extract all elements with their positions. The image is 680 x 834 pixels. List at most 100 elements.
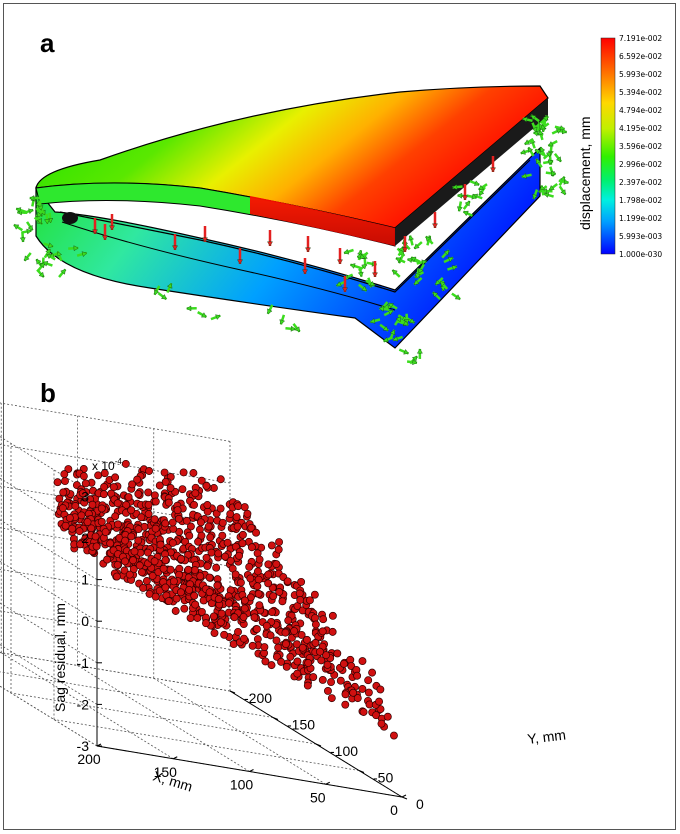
scatter-point: [255, 601, 264, 610]
support-arrow: [545, 170, 557, 177]
support-arrow: [383, 336, 394, 343]
scatter-point: [204, 522, 213, 531]
y-tick: [229, 690, 236, 694]
scatter-point: [358, 685, 367, 693]
scatter-point: [101, 528, 110, 536]
colorbar-tick-label: 4.794e-002: [619, 106, 662, 115]
grid-line: [0, 436, 98, 497]
scatter-point: [129, 556, 138, 565]
scatter-point: [304, 659, 313, 667]
scatter-point: [233, 522, 242, 531]
support-arrow: [534, 148, 545, 156]
scatter-point: [194, 537, 203, 546]
scatter-point: [182, 516, 191, 525]
support-arrow: [285, 325, 296, 332]
support-arrow: [539, 122, 550, 131]
scatter-point: [177, 554, 185, 563]
support-arrow: [539, 146, 547, 157]
z-axis-title: Sag residual, mm: [52, 603, 68, 712]
scatter-point: [114, 520, 122, 529]
scatter-point: [272, 560, 281, 569]
scatter-point: [150, 557, 159, 566]
support-arrow: [539, 185, 546, 196]
scatter-point: [161, 556, 170, 565]
scatter-point: [341, 700, 350, 709]
scatter-point: [252, 625, 261, 634]
support-arrow: [522, 116, 533, 123]
z-tick-label: -3: [77, 738, 90, 754]
support-arrow: [524, 138, 534, 146]
scatter-point: [217, 609, 226, 618]
support-arrow: [56, 251, 63, 262]
scatter-point: [190, 591, 199, 600]
support-arrow: [478, 183, 488, 191]
support-arrow: [210, 314, 221, 321]
scatter-point: [203, 562, 212, 570]
force-arrow: [172, 234, 178, 251]
support-arrow: [36, 268, 45, 278]
scatter-point: [186, 614, 195, 622]
scatter-point: [100, 483, 109, 491]
scatter-point: [83, 518, 92, 526]
y-tick-label: -200: [244, 690, 272, 706]
scatter-point: [255, 555, 264, 564]
scatter-point: [254, 575, 263, 584]
scatter-point: [252, 528, 261, 537]
force-arrow: [202, 226, 208, 243]
scatter-point: [207, 548, 216, 557]
scatter-point: [323, 660, 332, 669]
scatter-point: [281, 640, 290, 649]
x-tick: [325, 781, 330, 785]
x-tick-label: 0: [390, 802, 398, 818]
y-tick-label: 0: [416, 796, 424, 812]
scatter-point: [184, 565, 193, 574]
force-arrow: [109, 214, 115, 231]
scatter-point: [121, 459, 130, 468]
scatter-point: [220, 630, 229, 639]
z-tick-label: 3: [81, 488, 89, 504]
support-arrow: [383, 309, 394, 317]
scatter-point: [106, 539, 115, 548]
scatter-point: [266, 631, 275, 640]
grid-line: [0, 644, 98, 705]
support-arrow: [37, 200, 44, 211]
scatter-point: [298, 643, 307, 652]
scatter-point: [221, 552, 230, 561]
support-arrow: [15, 207, 27, 213]
scatter-point: [166, 565, 175, 574]
scatter-point: [91, 532, 100, 541]
scatter-points: [53, 459, 398, 740]
colorbar-tick-label: 3.596e-002: [619, 142, 662, 151]
colorbar-tick-labels: 7.191e-002 6.592e-002 5.993e-002 5.394e-002…: [619, 34, 662, 259]
scatter-point: [282, 662, 291, 671]
force-arrow: [432, 212, 438, 229]
scatter-point: [151, 524, 160, 533]
scatter-point: [341, 690, 350, 699]
support-arrow: [521, 173, 532, 179]
panel-b-3d-scatter: b 0 50 100 150 200 0 -50 -100 -150 -200 -3 -2 -1 0 1 2 3…: [0, 378, 567, 818]
support-arrow: [166, 282, 173, 294]
colorbar-tick-label: 2.397e-002: [619, 178, 662, 187]
scatter-point: [275, 588, 284, 596]
support-arrow: [532, 189, 539, 200]
scatter-point: [238, 539, 247, 548]
support-arrow: [417, 263, 425, 274]
scatter-point: [216, 504, 225, 513]
axis-tick-labels: 0 50 100 150 200 0 -50 -100 -150 -200 -3 -2 -1 0 1 2 3: [77, 488, 424, 818]
support-arrow: [558, 178, 569, 185]
scatter-point: [68, 524, 77, 533]
y-tick-label: -150: [287, 717, 315, 733]
support-arrow: [539, 115, 549, 125]
scatter-point: [189, 469, 198, 477]
y-axis-title: Y, mm: [526, 726, 566, 747]
force-arrow: [337, 248, 343, 265]
support-arrow: [432, 291, 441, 301]
support-arrow: [535, 158, 543, 169]
colorbar-tick-label: 1.000e-030: [619, 250, 662, 259]
scatter-point: [197, 607, 206, 616]
scatter-point: [268, 608, 276, 616]
scatter-point: [296, 596, 305, 604]
scatter-point: [275, 538, 284, 547]
scatter-point: [272, 636, 281, 645]
scatter-point: [254, 589, 263, 598]
